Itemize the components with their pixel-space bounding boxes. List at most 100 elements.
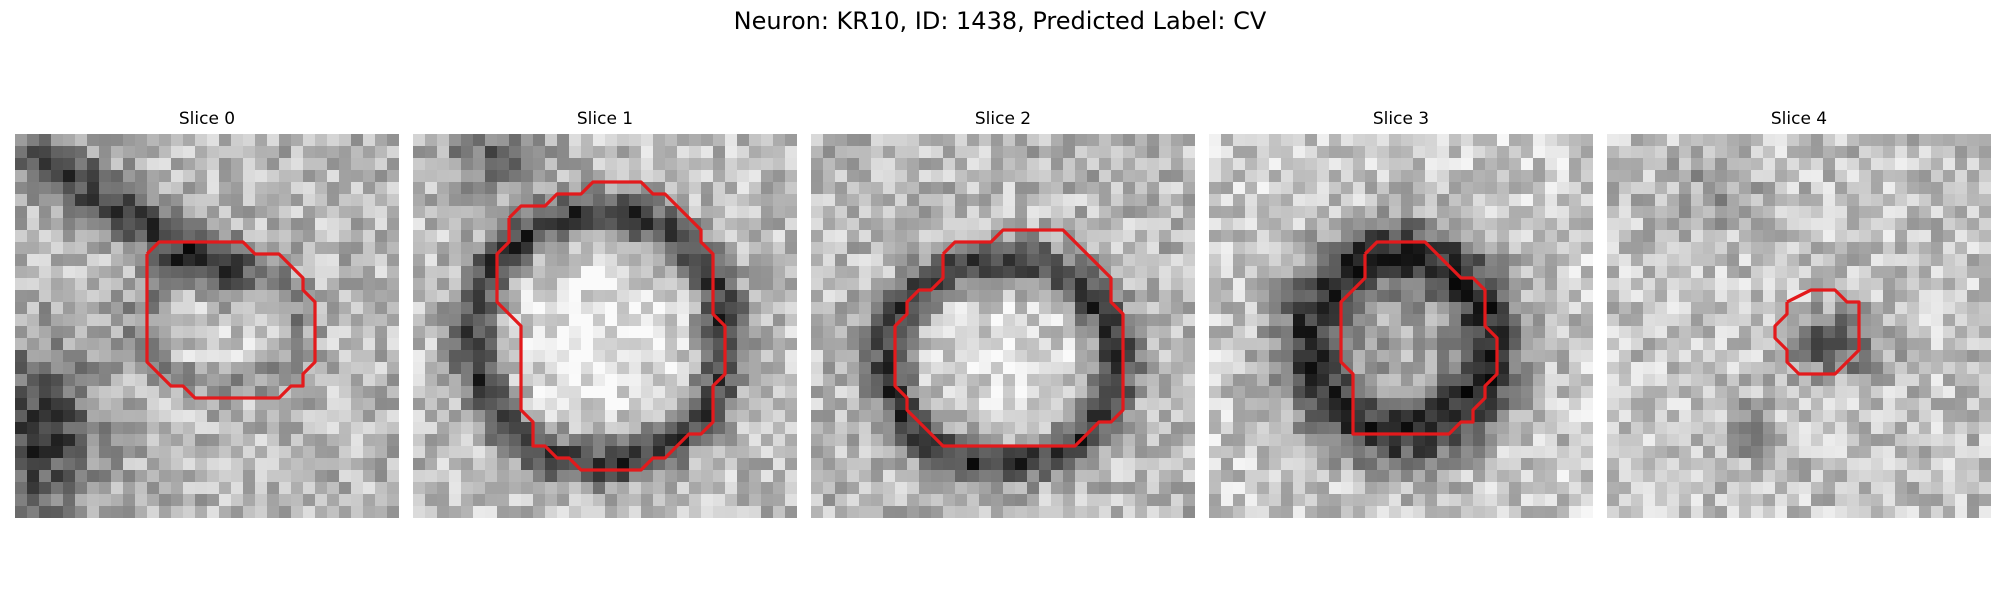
pixel: [701, 278, 714, 291]
pixel: [135, 254, 148, 267]
pixel: [689, 278, 702, 291]
pixel: [1147, 182, 1160, 195]
pixel: [1209, 506, 1222, 518]
pixel: [1907, 362, 1920, 375]
pixel: [1389, 134, 1402, 147]
pixel: [1365, 230, 1378, 243]
pixel: [1787, 170, 1800, 183]
pixel: [823, 422, 836, 435]
pixel: [1847, 326, 1860, 339]
pixel: [1497, 170, 1510, 183]
pixel: [1799, 206, 1812, 219]
pixel: [1257, 470, 1270, 483]
pixel: [847, 230, 860, 243]
pixel: [653, 314, 666, 327]
pixel: [883, 326, 896, 339]
pixel: [1871, 338, 1884, 351]
pixel: [545, 422, 558, 435]
pixel: [967, 170, 980, 183]
pixel: [1269, 446, 1282, 459]
pixel: [521, 146, 534, 159]
pixel: [785, 410, 797, 423]
pixel: [1775, 134, 1788, 147]
pixel: [617, 218, 630, 231]
pixel: [509, 158, 522, 171]
pixel: [737, 230, 750, 243]
pixel: [1643, 434, 1656, 447]
pixel: [1739, 278, 1752, 291]
pixel: [1257, 290, 1270, 303]
pixel: [291, 470, 304, 483]
pixel: [303, 458, 316, 471]
pixel: [1099, 218, 1112, 231]
pixel: [943, 446, 956, 459]
pixel: [219, 158, 232, 171]
pixel: [1039, 410, 1052, 423]
pixel: [823, 506, 836, 518]
pixel: [1679, 422, 1692, 435]
pixel: [725, 278, 738, 291]
pixel: [1619, 146, 1632, 159]
pixel: [303, 470, 316, 483]
pixel: [135, 374, 148, 387]
pixel: [1413, 338, 1426, 351]
pixel: [351, 326, 364, 339]
pixel: [509, 386, 522, 399]
pixel: [1557, 482, 1570, 495]
pixel: [1751, 266, 1764, 279]
pixel: [545, 326, 558, 339]
pixel: [437, 290, 450, 303]
pixel: [413, 230, 426, 243]
pixel: [63, 170, 76, 183]
pixel: [497, 314, 510, 327]
pixel: [291, 170, 304, 183]
pixel: [773, 362, 786, 375]
pixel: [883, 386, 896, 399]
pixel: [545, 398, 558, 411]
pixel: [1305, 362, 1318, 375]
pixel: [1727, 134, 1740, 147]
pixel: [1955, 290, 1968, 303]
pixel: [1883, 194, 1896, 207]
pixel: [677, 374, 690, 387]
pixel: [1799, 314, 1812, 327]
pixel: [1221, 314, 1234, 327]
pixel: [1679, 434, 1692, 447]
pixel: [979, 482, 992, 495]
pixel: [1257, 194, 1270, 207]
pixel: [255, 338, 268, 351]
pixel: [1437, 182, 1450, 195]
pixel: [1401, 206, 1414, 219]
pixel: [1907, 254, 1920, 267]
pixel: [111, 470, 124, 483]
pixel: [1353, 266, 1366, 279]
pixel: [569, 278, 582, 291]
pixel: [1509, 242, 1522, 255]
pixel: [183, 194, 196, 207]
pixel: [1763, 374, 1776, 387]
pixel: [967, 398, 980, 411]
pixel: [1727, 338, 1740, 351]
pixel: [1209, 470, 1222, 483]
pixel: [1389, 206, 1402, 219]
pixel: [1497, 494, 1510, 507]
pixel: [1269, 494, 1282, 507]
pixel: [1835, 182, 1848, 195]
pixel: [171, 194, 184, 207]
pixel: [1655, 218, 1668, 231]
pixel: [557, 230, 570, 243]
pixel: [785, 242, 797, 255]
pixel: [1883, 350, 1896, 363]
pixel: [473, 446, 486, 459]
pixel: [593, 410, 606, 423]
pixel: [1389, 230, 1402, 243]
pixel: [545, 338, 558, 351]
pixel: [243, 278, 256, 291]
pixel: [243, 362, 256, 375]
pixel: [1159, 290, 1172, 303]
pixel: [605, 290, 618, 303]
pixel: [955, 506, 968, 518]
pixel: [629, 506, 642, 518]
pixel: [1751, 458, 1764, 471]
pixel: [1811, 446, 1824, 459]
